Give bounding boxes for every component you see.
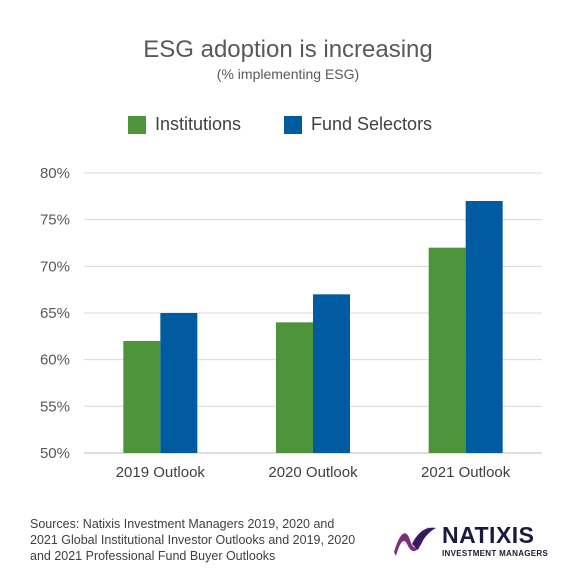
legend-item-institutions: Institutions bbox=[128, 114, 241, 135]
y-tick-label: 65% bbox=[40, 305, 70, 322]
y-tick-label: 55% bbox=[40, 398, 70, 415]
legend-label-fund-selectors: Fund Selectors bbox=[311, 114, 433, 134]
legend: Institutions Fund Selectors bbox=[0, 114, 576, 138]
bar-institutions bbox=[276, 322, 313, 453]
y-tick-label: 80% bbox=[40, 165, 70, 182]
bar-fund-selectors bbox=[160, 313, 198, 453]
x-tick-label: 2020 Outlook bbox=[268, 464, 358, 481]
legend-swatch-fund-selectors bbox=[284, 115, 302, 134]
bar-fund-selectors bbox=[465, 201, 503, 453]
source-note: Sources: Natixis Investment Managers 201… bbox=[30, 517, 356, 563]
bar-chart: 50% 55% 60% 65% 70% 75% 80% 2019 Outlook 2020 Ou… bbox=[40, 165, 542, 481]
legend-label-institutions: Institutions bbox=[155, 114, 242, 134]
x-tick-label: 2021 Outlook bbox=[421, 464, 511, 481]
y-tick-label: 50% bbox=[40, 445, 70, 462]
y-tick-label: 70% bbox=[40, 258, 70, 275]
legend-swatch-institutions bbox=[128, 115, 146, 134]
chart-title: ESG adoption is increasing bbox=[143, 36, 433, 63]
logo-tagline: INVESTMENT MANAGERS bbox=[442, 549, 549, 558]
legend-item-fund-selectors: Fund Selectors bbox=[284, 114, 432, 135]
bar-institutions bbox=[123, 341, 161, 453]
chart-subtitle: (% implementing ESG) bbox=[216, 66, 360, 82]
y-tick-label: 60% bbox=[40, 352, 70, 369]
bar-fund-selectors bbox=[313, 294, 350, 453]
y-tick-label: 75% bbox=[40, 212, 70, 229]
natixis-logo: NATIXIS INVESTMENT MANAGERS bbox=[392, 522, 562, 562]
logo-wordmark: NATIXIS bbox=[442, 522, 535, 548]
bar-institutions bbox=[428, 247, 466, 453]
natixis-logo-mark-icon bbox=[394, 526, 436, 556]
x-tick-label: 2019 Outlook bbox=[116, 464, 206, 481]
